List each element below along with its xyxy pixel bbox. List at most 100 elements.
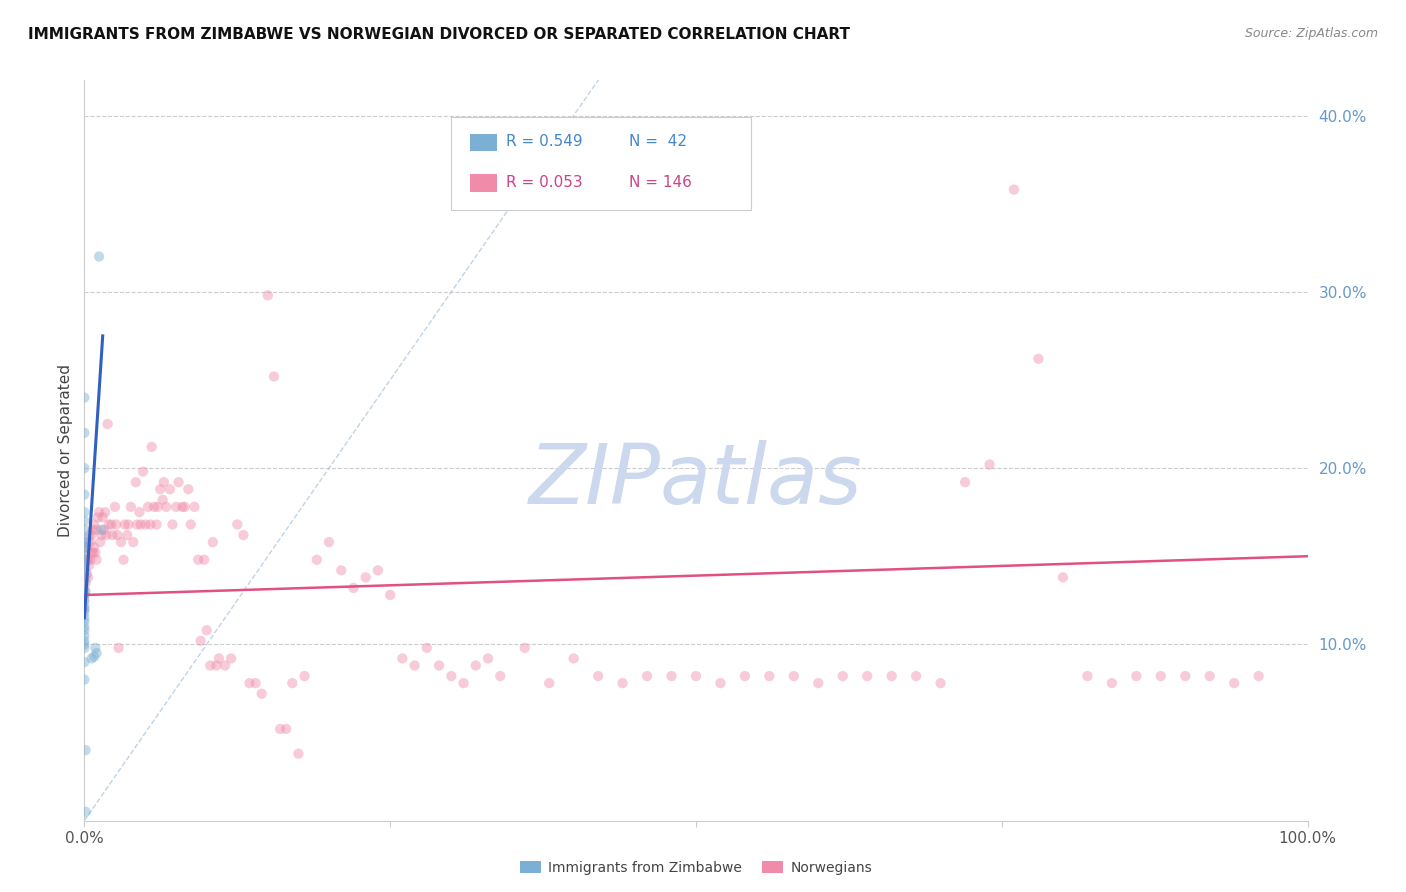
Point xyxy=(489,669,512,683)
Point xyxy=(145,517,167,532)
Point xyxy=(477,651,499,665)
Point xyxy=(73,563,96,577)
Point xyxy=(75,541,97,555)
Point xyxy=(152,492,174,507)
Point xyxy=(90,528,112,542)
Point xyxy=(77,528,100,542)
Point xyxy=(73,640,96,655)
Point xyxy=(73,549,96,564)
Point xyxy=(305,553,328,567)
Point xyxy=(1101,676,1123,690)
Point xyxy=(97,417,120,431)
Point xyxy=(73,461,96,475)
Point xyxy=(513,640,536,655)
Point xyxy=(77,570,100,584)
Point xyxy=(330,563,353,577)
Point xyxy=(190,633,212,648)
Point xyxy=(453,676,475,690)
Point xyxy=(73,532,96,546)
Point xyxy=(73,637,96,651)
Point xyxy=(263,369,285,384)
Point xyxy=(143,500,166,514)
Point xyxy=(79,553,101,567)
Point xyxy=(367,563,389,577)
Point xyxy=(287,747,309,761)
Point xyxy=(73,535,96,549)
Point xyxy=(87,510,110,524)
Point xyxy=(75,805,97,819)
Point xyxy=(86,523,108,537)
Point xyxy=(153,475,176,490)
Point xyxy=(73,558,96,572)
Point xyxy=(86,646,108,660)
Point xyxy=(76,541,98,555)
Point xyxy=(1002,183,1025,197)
Point xyxy=(73,570,96,584)
Point xyxy=(76,553,98,567)
Point xyxy=(73,615,96,629)
Point xyxy=(257,288,280,302)
Text: Source: ZipAtlas.com: Source: ZipAtlas.com xyxy=(1244,27,1378,40)
FancyBboxPatch shape xyxy=(470,174,496,192)
Point xyxy=(80,528,103,542)
Point xyxy=(73,620,96,634)
Point xyxy=(105,528,128,542)
Point xyxy=(73,606,96,620)
Point xyxy=(79,535,101,549)
Point xyxy=(100,517,122,532)
Point xyxy=(73,549,96,564)
Point xyxy=(953,475,976,490)
Point xyxy=(245,676,267,690)
Point xyxy=(440,669,463,683)
Point xyxy=(87,250,110,264)
Point xyxy=(120,500,142,514)
Point xyxy=(1076,669,1098,683)
Point xyxy=(73,570,96,584)
Point xyxy=(1028,351,1050,366)
Point xyxy=(75,743,97,757)
Point xyxy=(342,581,364,595)
Point xyxy=(856,669,879,683)
FancyBboxPatch shape xyxy=(451,118,751,210)
Point xyxy=(73,514,96,528)
Point xyxy=(195,624,218,638)
Point xyxy=(538,676,561,690)
Point xyxy=(187,553,209,567)
Text: IMMIGRANTS FROM ZIMBABWE VS NORWEGIAN DIVORCED OR SEPARATED CORRELATION CHART: IMMIGRANTS FROM ZIMBABWE VS NORWEGIAN DI… xyxy=(28,27,851,42)
Point xyxy=(636,669,658,683)
Point xyxy=(250,687,273,701)
Point xyxy=(73,558,96,572)
Point xyxy=(83,541,105,555)
Point xyxy=(269,722,291,736)
Point xyxy=(73,391,96,405)
Y-axis label: Divorced or Separated: Divorced or Separated xyxy=(58,364,73,537)
Point xyxy=(276,722,298,736)
Point xyxy=(87,505,110,519)
Text: R = 0.053: R = 0.053 xyxy=(506,175,583,190)
Point xyxy=(73,505,96,519)
Point xyxy=(214,658,236,673)
Point xyxy=(73,588,96,602)
FancyBboxPatch shape xyxy=(470,134,496,152)
Text: R = 0.549: R = 0.549 xyxy=(506,134,583,149)
Point xyxy=(125,517,148,532)
Point xyxy=(77,553,100,567)
Point xyxy=(226,517,249,532)
Point xyxy=(84,640,107,655)
Point xyxy=(427,658,450,673)
Point xyxy=(1198,669,1220,683)
Point xyxy=(73,655,96,669)
Point xyxy=(208,651,231,665)
Point xyxy=(132,465,155,479)
Point xyxy=(354,570,377,584)
Point xyxy=(77,558,100,572)
Point xyxy=(177,482,200,496)
Point xyxy=(238,676,260,690)
Point xyxy=(97,517,120,532)
Point xyxy=(94,505,117,519)
Point xyxy=(73,673,96,687)
Point xyxy=(73,602,96,616)
Point xyxy=(73,633,96,648)
Point xyxy=(73,593,96,607)
Point xyxy=(110,535,132,549)
